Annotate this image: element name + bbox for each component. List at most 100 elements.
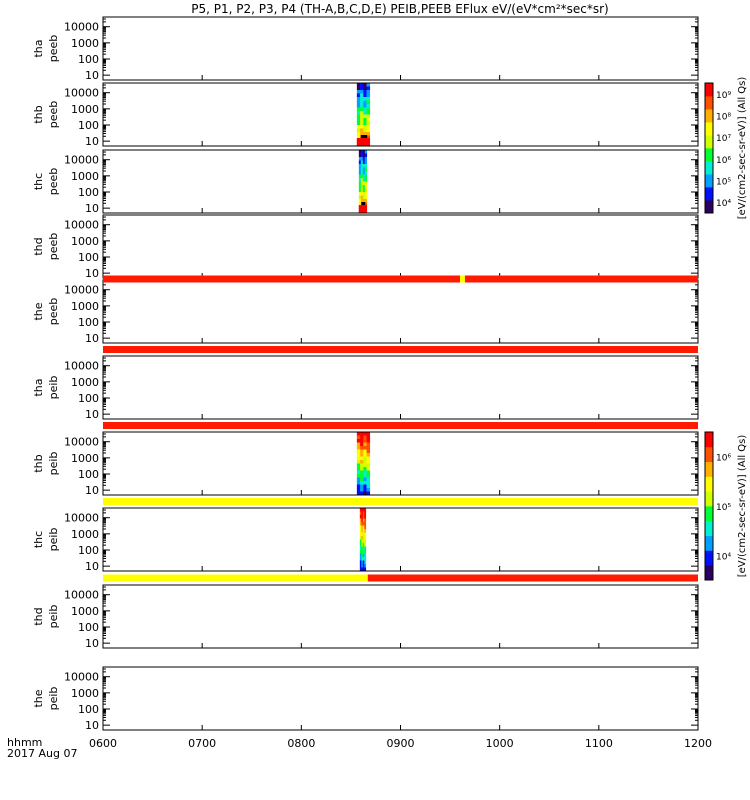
spectrum-cell: [358, 171, 362, 175]
spectrum-cell: [362, 195, 366, 200]
spectrum-cell: [362, 529, 365, 533]
spectrum-cell: [356, 114, 361, 119]
y-tick-label: 10: [85, 560, 99, 573]
spectrum-cell: [363, 439, 367, 443]
panel-thd-peeb-lbl: 10 100 1000 10000 tha peeb: [32, 16, 699, 82]
flag-segment: [103, 346, 698, 353]
spectrum-cell: [360, 192, 364, 196]
spectrum-cell: [362, 550, 365, 554]
spectrum-cell: [361, 518, 364, 523]
spectrum-cell: [361, 557, 364, 561]
y-tick-label: 1000: [71, 452, 99, 465]
spectrum-cell: [356, 86, 361, 91]
spectrum-cell: [364, 553, 367, 558]
spectrum-cell: [364, 202, 368, 207]
spectrum-cell: [362, 508, 365, 512]
spectrum-cell: [362, 543, 365, 547]
colorbar-cell: [705, 102, 713, 107]
spectrum-cell: [360, 86, 364, 91]
spectrum-cell: [356, 90, 361, 94]
spectrum-cell: [360, 488, 364, 492]
spectrum-cell: [358, 195, 362, 200]
y-tick-label: 10000: [64, 154, 99, 167]
spectrum-cell: [361, 539, 364, 544]
colorbar-cell: [705, 531, 713, 536]
colorbar-cell: [705, 96, 713, 100]
spectrum-cell: [356, 121, 361, 126]
spectrum-cell: [366, 114, 371, 119]
spectrum-cell: [362, 522, 365, 526]
panel-thd-peeb: 10 100 1000 10000 thd peeb: [32, 214, 699, 280]
spectrum-cell: [360, 132, 364, 136]
spectrum-cell: [366, 132, 371, 136]
spectrum-cell: [363, 460, 367, 464]
spectrum-blob: [358, 150, 368, 214]
spectrum-cell: [364, 195, 368, 200]
flag-segment: [103, 422, 698, 429]
spectrum-cell: [361, 508, 364, 512]
colorbar-cell: [705, 105, 713, 110]
spectrum-cell: [363, 446, 367, 450]
spectrum-cell: [356, 128, 361, 133]
spectrum-cell: [362, 150, 366, 154]
panel-thb-peeb: 10 100 1000 10000 thb peeb: [32, 82, 699, 148]
panel-thd-peib: 10 100 1000 10000 thd peib: [32, 584, 699, 650]
x-tick-label: 1200: [684, 737, 712, 750]
spectrum-cell: [362, 515, 365, 519]
colorbar-cell: [705, 131, 713, 136]
colorbar-cell: [705, 193, 713, 198]
spectrum-cell: [362, 181, 366, 186]
spectrum-cell: [360, 97, 364, 101]
spectrum-cell: [363, 128, 367, 133]
spectrum-cell: [363, 111, 367, 115]
colorbar-cell: [705, 209, 713, 214]
spectrum-cell: [364, 164, 368, 168]
panel-frame: [102, 82, 699, 147]
spectrum-cell: [362, 192, 366, 196]
colorbar-cell: [705, 183, 713, 188]
spectrum-cell: [363, 481, 367, 485]
y-tick-label: 100: [78, 544, 99, 557]
colorbar-frame: [704, 82, 714, 214]
colorbar-tick-label: 10⁸: [716, 113, 731, 123]
spectrum-cell: [364, 150, 368, 154]
colorbar-cell: [705, 517, 713, 522]
spectrum-blob: [356, 432, 371, 496]
spectrum-cell: [360, 463, 364, 468]
spectrum-cell: [360, 435, 364, 440]
spectrum-cell: [356, 118, 361, 122]
spectrum-cell: [360, 104, 364, 108]
panel-label-product: peib: [47, 452, 60, 476]
colorbar-cell: [705, 565, 713, 570]
panel-label-probe: tha: [32, 39, 45, 57]
spectrum-cell: [366, 449, 371, 454]
spectrum-cell: [366, 488, 371, 492]
y-tick-label: 10: [85, 202, 99, 215]
colorbars: 10⁴ 10⁵ 10⁶ 10⁷ 10⁸ 10⁹ [eV/(cm2-sec-sr-eV)] (…: [704, 77, 748, 581]
spectrum-cell: [364, 174, 368, 179]
spectrum-cell: [366, 477, 371, 482]
panel-tha-peib: 10 100 1000 10000 tha peib: [32, 355, 699, 421]
spectrum-cell: [364, 185, 368, 189]
spectrum-cell: [356, 488, 361, 492]
x-tick-label: 0600: [89, 737, 117, 750]
panel-thc-peib: 10 100 1000 10000 thc peib: [32, 507, 699, 573]
colorbar-cell: [705, 196, 713, 201]
y-tick-label: 10000: [64, 589, 99, 602]
colorbar-cell: [705, 86, 713, 90]
spectrum-cell: [361, 546, 364, 551]
spectrum-cell: [356, 442, 361, 447]
spectrum-cell: [362, 167, 366, 172]
spectrum-cell: [356, 125, 361, 129]
spectrum-cell: [363, 442, 367, 447]
spectrum-cell: [366, 481, 371, 485]
colorbar-cell: [705, 513, 713, 518]
flag-segment: [103, 275, 460, 283]
colorbar-tick-label: 10⁷: [716, 134, 731, 144]
spectrum-cell: [362, 160, 366, 165]
spectrum-cell: [356, 446, 361, 450]
spectrum-cell: [364, 532, 367, 537]
spectrum-cell: [364, 178, 368, 182]
spectrum-cell: [356, 97, 361, 101]
spectrum-cell: [360, 174, 364, 179]
